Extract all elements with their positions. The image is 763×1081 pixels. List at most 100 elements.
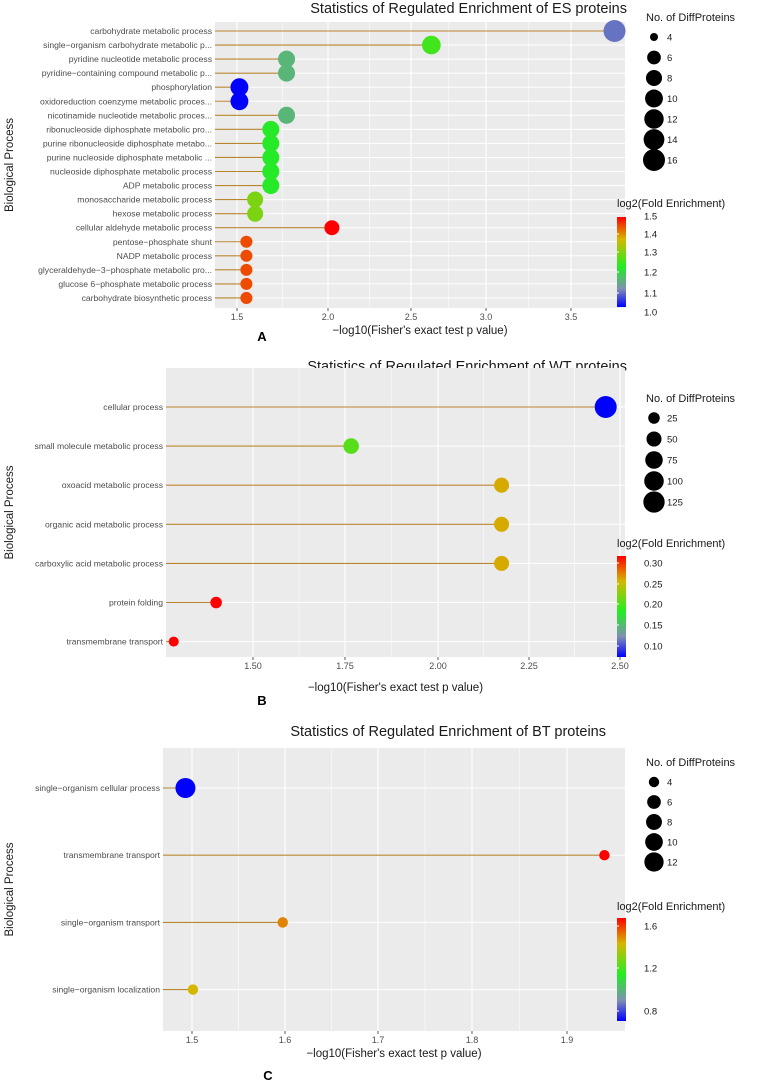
data-point: [187, 984, 199, 995]
data-point: [262, 148, 280, 166]
color-legend-bar: [617, 556, 626, 657]
x-tick-label: 2.25: [520, 661, 538, 671]
size-legend-label: 25: [667, 414, 678, 425]
category-label: transmembrane transport: [64, 850, 161, 860]
size-legend-dot: [643, 149, 665, 171]
x-tick-label: 1.5: [231, 312, 244, 322]
data-point: [594, 396, 617, 418]
data-point: [247, 205, 264, 222]
category-label: single−organism transport: [61, 917, 161, 927]
data-point: [603, 20, 626, 42]
x-axis-label: −log10(Fisher's exact test p value): [332, 325, 507, 337]
category-label: single−organism localization: [52, 985, 160, 995]
color-tick-label: 1.2: [644, 268, 657, 279]
category-label: single−organism carbohydrate metabolic p…: [43, 40, 212, 50]
y-axis-label: Biological Process: [4, 842, 16, 936]
data-point: [421, 35, 441, 55]
category-label: oxidoreduction coenzyme metabolic proces…: [40, 96, 212, 106]
size-legend-label: 12: [667, 115, 678, 126]
x-tick-label: 1.8: [466, 1035, 479, 1045]
panel-label: B: [257, 693, 266, 708]
data-point: [278, 50, 296, 68]
color-tick-label: 0.15: [644, 621, 663, 632]
color-legend-title: log2(Fold Enrichment): [617, 901, 725, 913]
color-tick-label: 1.3: [644, 248, 657, 259]
size-legend-dot: [645, 89, 663, 108]
data-point: [494, 516, 510, 532]
size-legend-dot: [648, 412, 660, 424]
category-label: small molecule metabolic process: [35, 441, 163, 451]
size-legend-label: 6: [667, 798, 672, 809]
size-legend-dot: [643, 129, 665, 150]
size-legend-dot: [644, 109, 664, 129]
color-legend-bar: [617, 217, 626, 307]
color-legend-title: log2(Fold Enrichment): [617, 538, 725, 550]
size-legend-title: No. of DiffProteins: [646, 757, 736, 769]
size-legend-title: No. of DiffProteins: [646, 393, 736, 405]
data-point: [494, 477, 510, 493]
category-label: nicotinamide nucleotide metabolic proces…: [48, 110, 212, 120]
category-label: pyridine−containing compound metabolic p…: [42, 68, 212, 78]
category-label: single−organism cellular process: [35, 783, 160, 793]
data-point: [278, 64, 296, 82]
size-legend-dot: [645, 69, 663, 87]
size-legend-label: 6: [667, 53, 672, 64]
chart-title: Statistics of Regulated Enrichment of BT…: [290, 724, 606, 740]
y-axis-label: Biological Process: [4, 118, 16, 212]
x-tick-label: 2.5: [405, 312, 418, 322]
size-legend-dot: [645, 833, 663, 851]
size-legend-dot: [650, 33, 658, 41]
data-point: [262, 134, 280, 152]
category-label: glucose 6−phosphate metabolic process: [58, 279, 212, 289]
data-point: [494, 555, 510, 571]
size-legend-label: 4: [667, 778, 672, 789]
data-point: [175, 778, 196, 798]
x-tick-label: 2.0: [322, 312, 335, 322]
color-tick-label: 1.0: [644, 308, 657, 319]
category-label: carboxylic acid metabolic process: [35, 558, 163, 568]
size-legend-dot: [644, 471, 664, 491]
category-label: organic acid metabolic process: [45, 519, 163, 529]
size-legend-title: No. of DiffProteins: [646, 12, 736, 24]
size-legend-dot: [646, 814, 662, 830]
size-legend-label: 4: [667, 33, 672, 44]
data-point: [240, 291, 253, 304]
color-tick-label: 1.4: [644, 230, 657, 241]
y-axis-label: Biological Process: [4, 465, 16, 559]
color-tick-label: 0.10: [644, 642, 663, 653]
x-tick-label: 2.00: [429, 661, 447, 671]
data-point: [262, 162, 280, 181]
size-legend-label: 14: [667, 135, 678, 146]
data-point: [240, 249, 253, 262]
size-legend-dot: [648, 776, 660, 788]
size-legend-label: 75: [667, 456, 678, 467]
category-label: carbohydrate biosynthetic process: [82, 293, 212, 303]
size-legend-label: 10: [667, 94, 678, 105]
size-legend-dot: [647, 50, 661, 65]
size-legend-dot: [645, 451, 663, 469]
category-label: purine nucleoside diphosphate metabolic …: [47, 152, 212, 162]
category-label: carbohydrate metabolic process: [90, 26, 212, 36]
data-point: [240, 277, 253, 290]
color-legend-bar: [617, 918, 626, 1021]
category-label: purine ribonucleoside diphosphate metabo…: [43, 138, 212, 148]
size-legend-dot: [644, 852, 664, 872]
data-point: [599, 849, 610, 861]
category-label: protein folding: [109, 598, 163, 608]
color-legend-title: log2(Fold Enrichment): [617, 198, 725, 210]
category-label: oxoacid metabolic process: [62, 480, 163, 490]
data-point: [247, 191, 264, 208]
size-legend-dot: [646, 431, 662, 447]
size-legend-label: 100: [667, 477, 683, 488]
data-point: [240, 235, 253, 248]
panel-label: A: [257, 329, 267, 344]
x-tick-label: 1.5: [186, 1035, 199, 1045]
x-tick-label: 2.50: [611, 661, 629, 671]
category-label: pyridine nucleotide metabolic process: [69, 54, 212, 64]
x-axis-label: −log10(Fisher's exact test p value): [306, 1048, 481, 1060]
category-label: cellular process: [103, 402, 163, 412]
data-point: [168, 636, 179, 647]
color-tick-label: 1.5: [644, 212, 657, 223]
data-point: [324, 220, 340, 236]
